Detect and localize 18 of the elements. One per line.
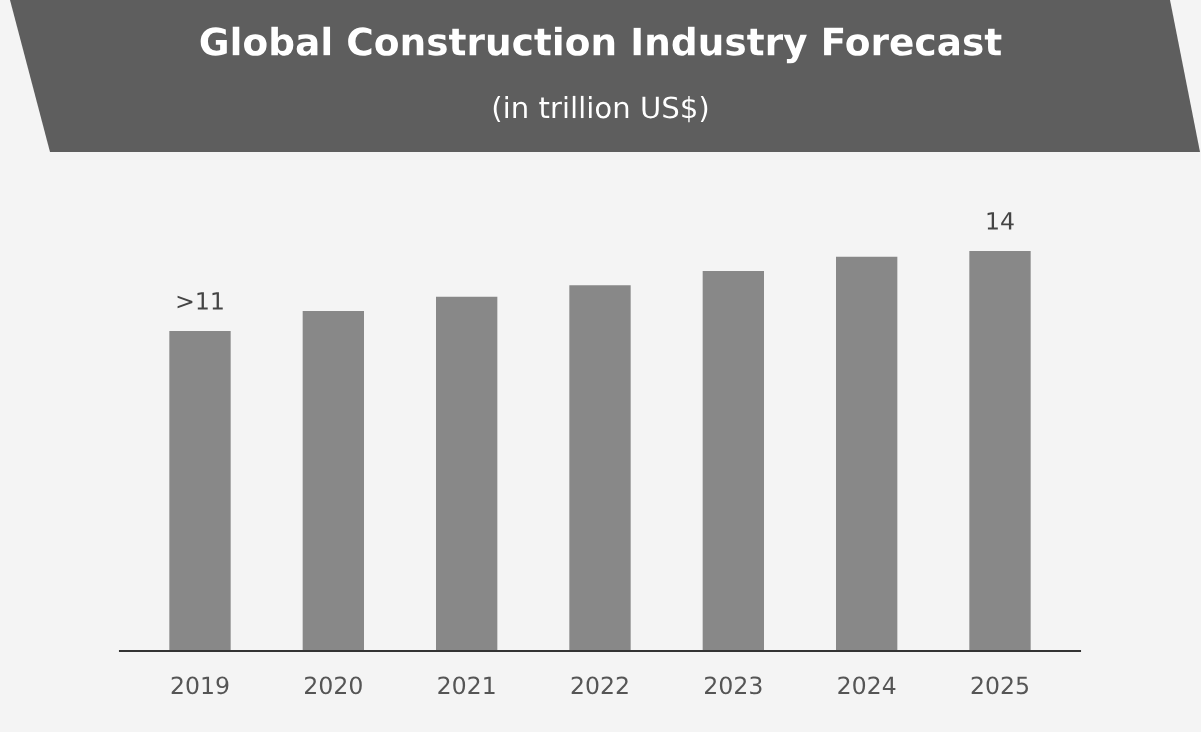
- x-tick-label: 2021: [438, 676, 495, 695]
- bar: [302, 311, 364, 651]
- bar: [436, 296, 498, 651]
- chart-title: Global Construction Industry Forecast: [200, 26, 1002, 64]
- x-tick-label: 2022: [571, 676, 628, 695]
- x-tick-label: 2024: [838, 676, 896, 695]
- bar: [569, 285, 631, 651]
- x-tick-label: 2023: [705, 676, 762, 695]
- bar: [836, 256, 898, 651]
- bar: [702, 271, 764, 651]
- data-label: 14: [987, 212, 1014, 230]
- bar: [969, 251, 1031, 651]
- x-tick-label: 2025: [971, 676, 1028, 695]
- x-tick-label: 2019: [171, 676, 229, 695]
- chart-subtitle: (in trillion US$): [493, 95, 708, 123]
- data-label: >11: [177, 292, 223, 310]
- x-tick-label: 2020: [305, 676, 362, 695]
- bar: [169, 331, 231, 651]
